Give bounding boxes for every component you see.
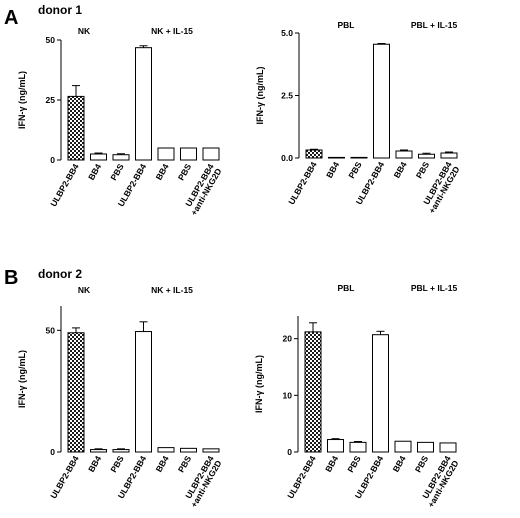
category-label: ULBP2-BB4	[48, 162, 81, 209]
category-label: BB4	[154, 454, 171, 474]
category-label: PBS	[176, 162, 194, 182]
bar	[418, 153, 435, 159]
bar	[439, 442, 457, 453]
category-label: BB4	[324, 160, 341, 180]
bar	[417, 441, 434, 453]
y-tick-label: 25	[46, 95, 56, 105]
bar	[67, 95, 85, 161]
bar	[90, 449, 107, 453]
bar	[135, 331, 152, 453]
bar	[327, 439, 344, 453]
bar	[112, 154, 130, 161]
category-label: BB4	[154, 162, 171, 182]
y-tick-label: 50	[46, 35, 56, 45]
category-label: BB4	[391, 454, 408, 474]
bar	[395, 150, 413, 159]
bar	[372, 334, 389, 453]
category-label: ULBP2-BB4	[48, 454, 81, 501]
y-tick-label: 0	[50, 447, 55, 457]
group-label: PBL	[338, 283, 355, 293]
bar	[304, 331, 322, 453]
bar	[394, 440, 412, 453]
y-tick-label: 5.0	[281, 28, 293, 38]
category-label: ULBP2-BB4	[285, 454, 318, 501]
y-axis-title: IFN-γ (ng/mL)	[17, 350, 27, 408]
bar	[157, 447, 175, 453]
bar	[350, 156, 368, 159]
y-tick-label: 10	[283, 390, 293, 400]
y-axis-title: IFN-γ (ng/mL)	[17, 71, 27, 129]
category-label: ULBP2-BB4	[286, 160, 319, 207]
bar	[112, 449, 130, 453]
y-tick-label: 0	[50, 155, 55, 165]
y-axis-title: IFN-γ (ng/mL)	[255, 67, 265, 125]
category-label: PBS	[414, 160, 432, 180]
category-label: PBS	[176, 454, 194, 474]
panel-letter-a: A	[4, 7, 18, 29]
group-label: NK + IL-15	[151, 285, 193, 295]
donor-label-b: donor 2	[38, 267, 82, 281]
y-axis-title: IFN-γ (ng/mL)	[254, 355, 264, 413]
bar	[90, 153, 107, 161]
bar	[180, 147, 197, 161]
category-label: PBS	[108, 162, 126, 182]
group-label: PBL + IL-15	[411, 283, 458, 293]
category-label: PBS	[346, 160, 364, 180]
group-label: NK + IL-15	[151, 26, 193, 36]
category-label: BB4	[86, 162, 103, 182]
category-label: BB4	[86, 454, 103, 474]
bar	[202, 147, 220, 161]
y-tick-label: 50	[46, 325, 56, 335]
bar	[305, 149, 323, 159]
bar	[373, 43, 390, 159]
bar	[440, 152, 458, 159]
bar	[349, 441, 367, 453]
bar	[135, 47, 152, 161]
y-tick-label: 0	[287, 447, 292, 457]
group-label: PBL	[338, 20, 355, 30]
bar	[157, 147, 175, 161]
bar	[328, 156, 345, 159]
chart-donor2-nk: 0 50 IFN-γ (ng/mL) NK NK + IL-15 ULBP2-BB4 BB4…	[17, 285, 224, 509]
category-label: PBS	[108, 454, 126, 474]
bar	[67, 332, 85, 453]
category-label: BB4	[323, 454, 340, 474]
group-label: NK	[78, 26, 91, 36]
y-tick-label: 0.0	[281, 153, 293, 163]
panel-letter-b: B	[4, 267, 18, 289]
donor-label-a: donor 1	[38, 3, 82, 17]
group-label: PBL + IL-15	[411, 20, 458, 30]
category-label: BB4	[392, 160, 409, 180]
group-label: NK	[78, 285, 91, 295]
bar	[180, 447, 197, 453]
chart-donor1-pbl: 0.0 2.5 5.0 IFN-γ (ng/mL) PBL PBL + IL-15 ULBP…	[255, 20, 462, 215]
category-label: PBS	[345, 454, 363, 474]
y-tick-label: 20	[283, 334, 293, 344]
y-tick-label: 2.5	[281, 91, 293, 101]
bar	[202, 448, 220, 453]
category-label: PBS	[413, 454, 431, 474]
chart-donor2-pbl: 0 10 20 IFN-γ (ng/mL) PBL PBL + IL-15 ULBP2-BB…	[254, 283, 461, 509]
